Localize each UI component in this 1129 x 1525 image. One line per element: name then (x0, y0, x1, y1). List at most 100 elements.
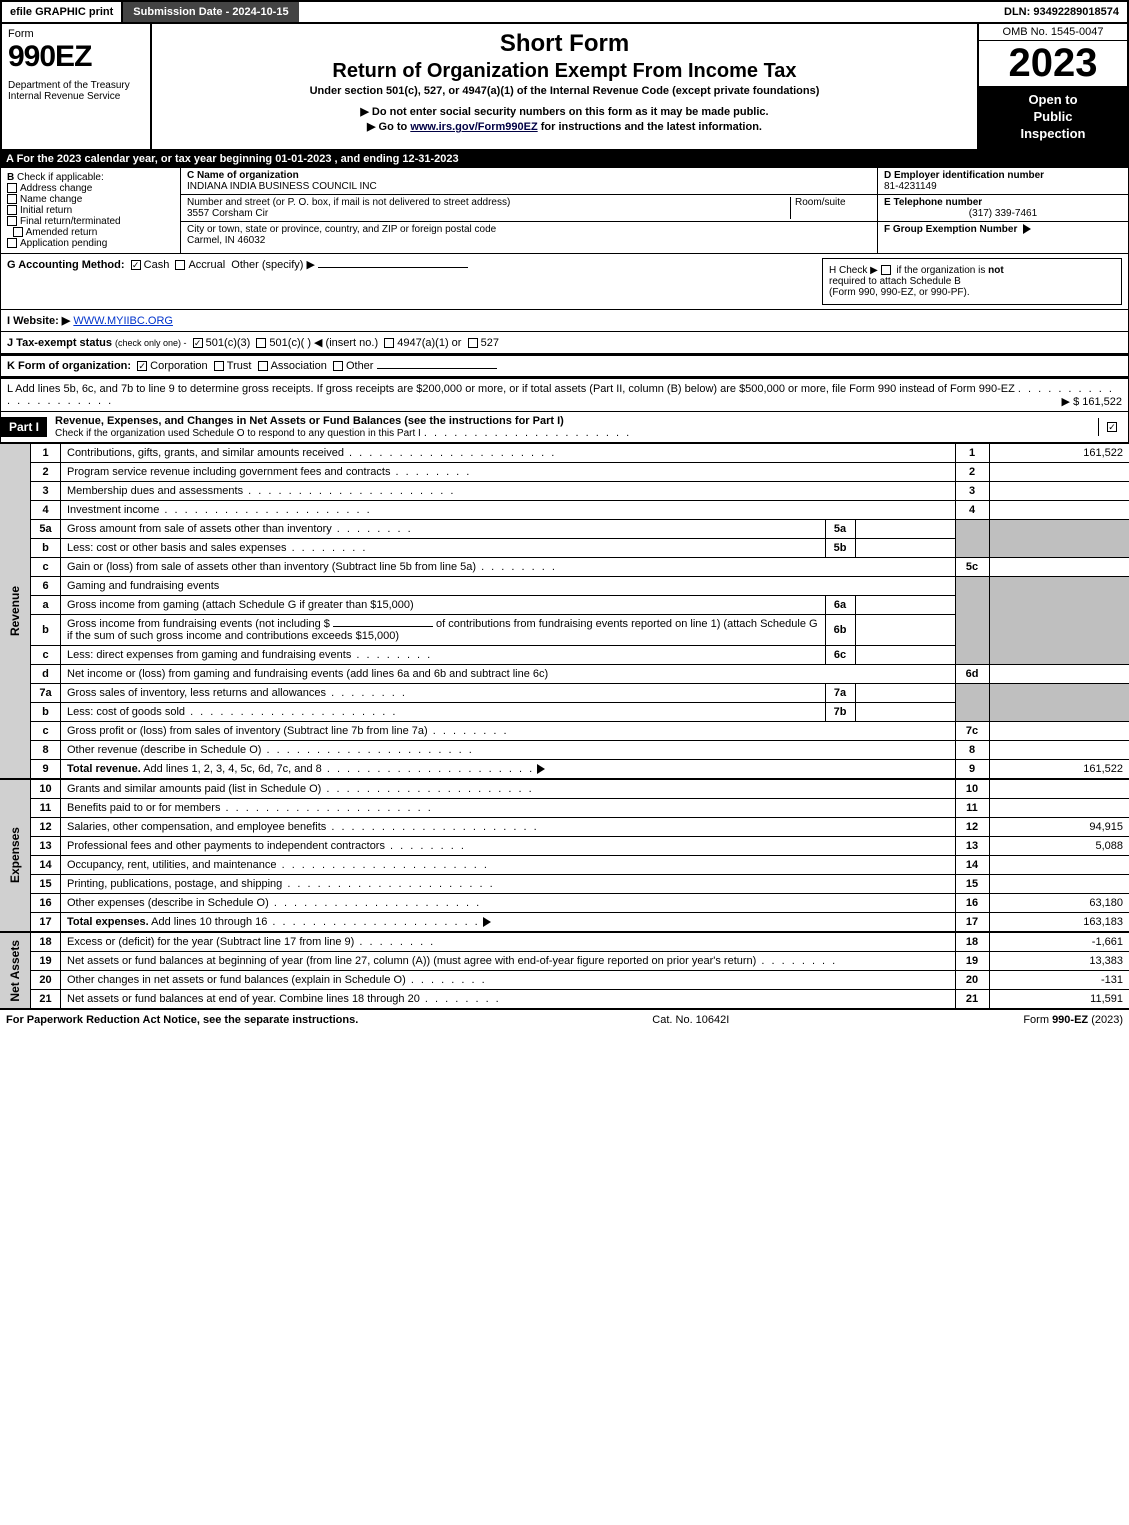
section-bcdef: B Check if applicable: Address change Na… (0, 167, 1129, 254)
org-name: INDIANA INDIA BUSINESS COUNCIL INC (187, 181, 377, 192)
city-value: Carmel, IN 46032 (187, 235, 265, 246)
col-def: D Employer identification number 81-4231… (878, 168, 1128, 253)
checkbox-application-pending[interactable] (7, 238, 17, 248)
irs-link[interactable]: www.irs.gov/Form990EZ (410, 121, 537, 133)
line-15: 15 Printing, publications, postage, and … (0, 874, 1129, 893)
side-revenue: Revenue (0, 443, 31, 779)
l15-num: 15 (31, 874, 61, 893)
l5a-num: 5a (31, 519, 61, 538)
col-b: B Check if applicable: Address change Na… (1, 168, 181, 253)
other-org-line[interactable] (377, 368, 497, 369)
footer-right: Form 990-EZ (2023) (1023, 1014, 1123, 1026)
opt-application-pending: Application pending (20, 238, 107, 249)
title-return: Return of Organization Exempt From Incom… (158, 60, 971, 83)
checkbox-name-change[interactable] (7, 194, 17, 204)
l6d-amt (989, 664, 1129, 683)
line-12: 12 Salaries, other compensation, and emp… (0, 817, 1129, 836)
line-3: 3 Membership dues and assessments 3 (0, 481, 1129, 500)
l11-num: 11 (31, 798, 61, 817)
dept-treasury: Department of the Treasury (8, 80, 144, 91)
subtitle-ssn: ▶ Do not enter social security numbers o… (158, 105, 971, 118)
checkbox-corporation[interactable]: ✓ (137, 361, 147, 371)
l1-desc: Contributions, gifts, grants, and simila… (61, 443, 956, 462)
e-phone-row: E Telephone number (317) 339-7461 (878, 195, 1128, 222)
h-box: H Check ▶ if the organization is not req… (822, 258, 1122, 305)
line-20: 20 Other changes in net assets or fund b… (0, 970, 1129, 989)
h-text4: (Form 990, 990-EZ, or 990-PF). (829, 287, 970, 298)
l17-num: 17 (31, 912, 61, 932)
checkbox-association[interactable] (258, 361, 268, 371)
l6a-num: a (31, 595, 61, 614)
checkbox-address-change[interactable] (7, 183, 17, 193)
l7ab-gray-amt (989, 683, 1129, 721)
l6d-desc: Net income or (loss) from gaming and fun… (61, 664, 956, 683)
l6-gray (955, 576, 989, 664)
checkbox-527[interactable] (468, 338, 478, 348)
checkbox-final-return[interactable] (7, 216, 17, 226)
part1-schedule-o-check[interactable]: ✓ (1098, 418, 1128, 436)
l9-ln: 9 (955, 759, 989, 779)
other-specify-line[interactable] (318, 267, 468, 268)
l20-amt: -131 (989, 970, 1129, 989)
i-label: I Website: ▶ (7, 315, 70, 327)
website-link[interactable]: WWW.MYIIBC.ORG (73, 315, 173, 327)
checkbox-h[interactable] (881, 265, 891, 275)
opt-corporation: Corporation (150, 360, 207, 372)
l8-desc: Other revenue (describe in Schedule O) (61, 740, 956, 759)
line-13: 13 Professional fees and other payments … (0, 836, 1129, 855)
vlabel-revenue: Revenue (6, 582, 24, 640)
tax-year: 2023 (979, 41, 1127, 86)
c-street-row: Number and street (or P. O. box, if mail… (181, 195, 877, 222)
l13-desc: Professional fees and other payments to … (61, 836, 956, 855)
c-name-label: C Name of organization (187, 170, 299, 181)
header-left: Form 990EZ Department of the Treasury In… (2, 24, 152, 149)
l6d-num: d (31, 664, 61, 683)
l12-num: 12 (31, 817, 61, 836)
l18-num: 18 (31, 932, 61, 952)
efile-print[interactable]: efile GRAPHIC print (2, 2, 123, 22)
line-7c: c Gross profit or (loss) from sales of i… (0, 721, 1129, 740)
l13-num: 13 (31, 836, 61, 855)
triangle-icon (1023, 224, 1031, 234)
checkbox-501c3[interactable]: ✓ (193, 338, 203, 348)
l21-ln: 21 (955, 990, 989, 1009)
opt-amended-return: Amended return (26, 227, 98, 238)
l7c-desc: Gross profit or (loss) from sales of inv… (61, 721, 956, 740)
part1-dots (424, 427, 631, 439)
line-11: 11 Benefits paid to or for members 11 (0, 798, 1129, 817)
opt-address-change: Address change (20, 183, 92, 194)
checkbox-initial-return[interactable] (7, 205, 17, 215)
l6-desc: Gaming and fundraising events (61, 576, 956, 595)
checkbox-cash[interactable]: ✓ (131, 260, 141, 270)
line-4: 4 Investment income 4 (0, 500, 1129, 519)
checkbox-trust[interactable] (214, 361, 224, 371)
submission-date: Submission Date - 2024-10-15 (123, 2, 298, 22)
f-label: F Group Exemption Number (884, 224, 1017, 235)
h-text2: if the organization is (896, 265, 985, 276)
part1-title: Revenue, Expenses, and Changes in Net As… (47, 412, 1098, 442)
irs-label: Internal Revenue Service (8, 91, 144, 102)
l3-ln: 3 (955, 481, 989, 500)
l21-num: 21 (31, 990, 61, 1009)
lines-table: Revenue 1 Contributions, gifts, grants, … (0, 443, 1129, 1010)
h-text1: H Check ▶ (829, 265, 878, 276)
opt-final-return: Final return/terminated (20, 216, 121, 227)
triangle-icon (537, 764, 545, 774)
ein-value: 81-4231149 (884, 181, 937, 192)
checkbox-4947[interactable] (384, 338, 394, 348)
l9-num: 9 (31, 759, 61, 779)
street-label: Number and street (or P. O. box, if mail… (187, 197, 510, 208)
line-18: Net Assets 18 Excess or (deficit) for th… (0, 932, 1129, 952)
checkbox-501c[interactable] (256, 338, 266, 348)
opt-other-org: Other (346, 360, 374, 372)
checkbox-other-org[interactable] (333, 361, 343, 371)
l5b-subval (855, 538, 955, 557)
l7ab-gray (955, 683, 989, 721)
section-gh: G Accounting Method: ✓Cash Accrual Other… (0, 254, 1129, 310)
checkbox-amended-return[interactable] (13, 227, 23, 237)
room-label: Room/suite (795, 197, 846, 208)
l6c-desc: Less: direct expenses from gaming and fu… (61, 645, 826, 664)
checkbox-accrual[interactable] (175, 260, 185, 270)
l13-amt: 5,088 (989, 836, 1129, 855)
city-label: City or town, state or province, country… (187, 224, 496, 235)
